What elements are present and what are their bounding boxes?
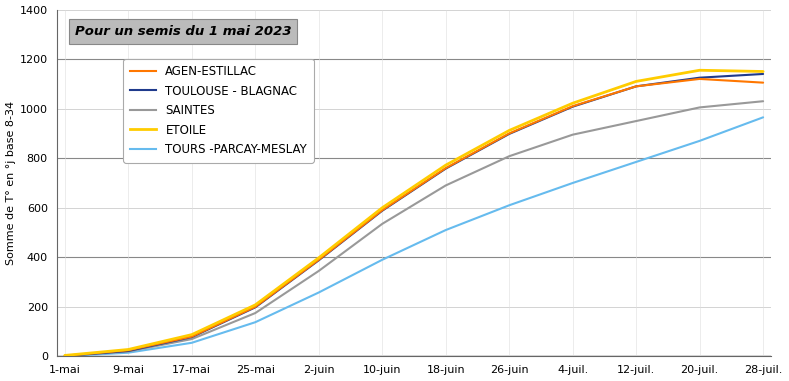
Y-axis label: Somme de T° en °j base 8-34: Somme de T° en °j base 8-34	[6, 101, 16, 265]
Legend: AGEN-ESTILLAC, TOULOUSE - BLAGNAC, SAINTES, ETOILE, TOURS -PARCAY-MESLAY: AGEN-ESTILLAC, TOULOUSE - BLAGNAC, SAINT…	[124, 59, 314, 163]
Text: Pour un semis du 1 mai 2023: Pour un semis du 1 mai 2023	[75, 25, 291, 38]
